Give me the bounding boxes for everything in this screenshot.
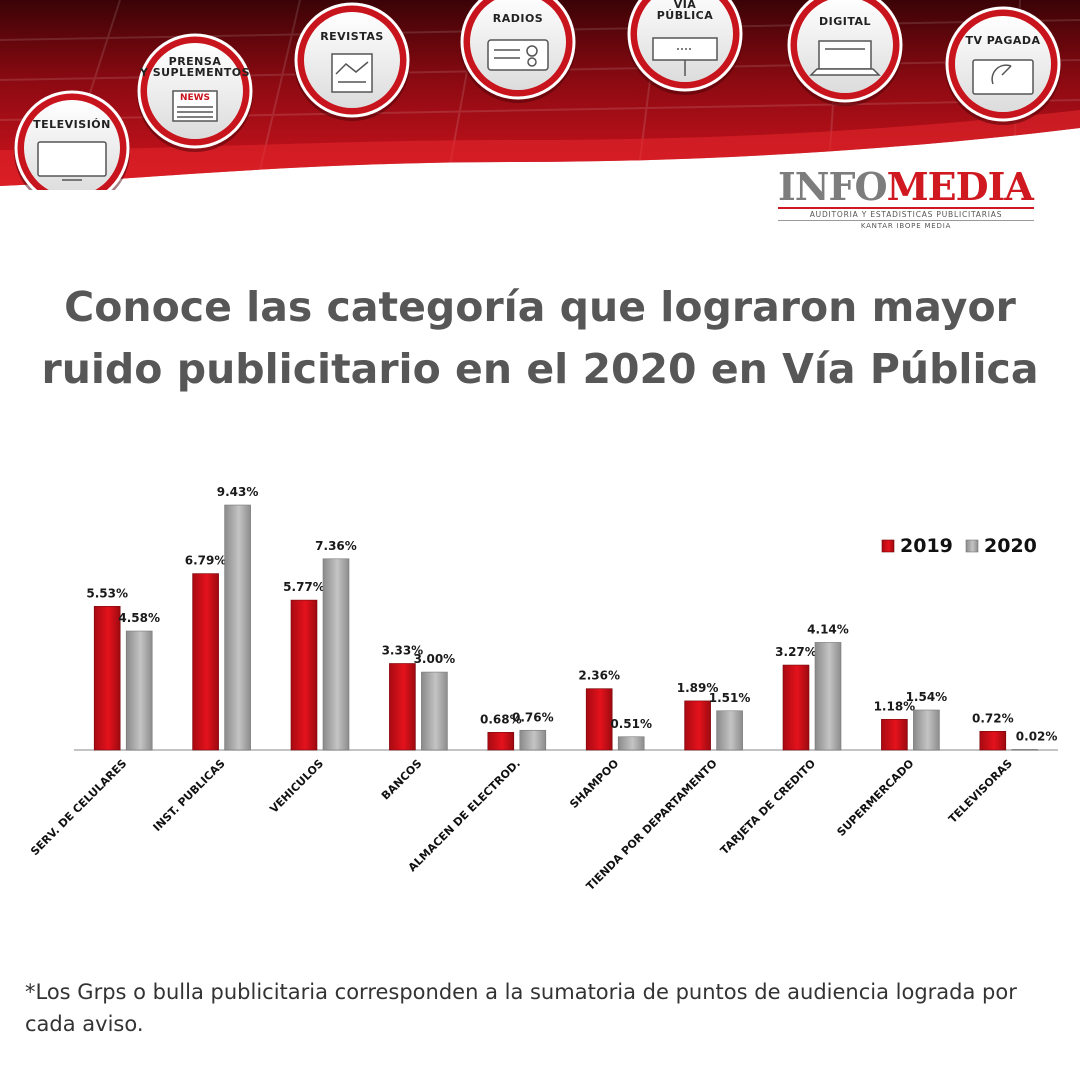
billboard-icon <box>652 37 718 76</box>
data-label-2020: 7.36% <box>315 539 357 553</box>
infomedia-logo: INFOMEDIA AUDITORIA Y ESTADISTICAS PUBLI… <box>778 168 1034 230</box>
data-label-2019: 0.72% <box>972 711 1014 725</box>
news-badge: NEWS <box>180 93 210 103</box>
data-label-2019: 1.18% <box>874 699 916 713</box>
category-label: TELEVISORAS <box>946 757 1015 826</box>
bar-2019-1 <box>93 606 121 751</box>
bar-2019-10 <box>979 730 1007 751</box>
data-label-2020: 0.02% <box>1016 729 1058 743</box>
tv-icon <box>37 141 107 181</box>
bar-2019-2 <box>192 573 219 751</box>
data-label-2019: 5.53% <box>86 586 128 600</box>
legend: 2019 2020 <box>881 535 1037 557</box>
logo-subtitle-kantar: KANTAR IBOPE MEDIA <box>860 222 952 230</box>
category-label: SHAMPOO <box>567 757 621 811</box>
data-label-2019: 2.36% <box>578 669 620 683</box>
media-item-laptop: DIGITAL <box>787 0 903 106</box>
legend-swatch-2019 <box>881 539 895 553</box>
bar-2020-1 <box>125 630 153 751</box>
logo-subtitle: AUDITORIA Y ESTADISTICAS PUBLICITARIAS <box>778 207 1034 221</box>
logo-brand-media: MEDIA <box>886 164 1034 209</box>
media-label: Y SUPLEMENTOS <box>139 66 250 79</box>
bar-2020-2 <box>224 504 251 751</box>
laptop-icon <box>809 40 881 76</box>
bar-2020-9 <box>913 709 940 751</box>
bar-2020-6 <box>617 736 645 751</box>
bar-2020-10 <box>1011 749 1039 751</box>
media-label: TELEVISIÓN <box>33 118 111 131</box>
category-label: ALMACEN DE ELECTROD. <box>406 757 523 874</box>
page-title: Conoce las categoría que lograron mayor … <box>41 283 1039 393</box>
media-item-radio: RADIOS <box>460 0 576 103</box>
bar-chart: 5.53% 4.58% SERV. DE CELULARES 6.79% 9.43% IN… <box>28 485 1058 893</box>
media-item-satellite-dish: TV PAGADA <box>945 6 1061 125</box>
bar-2020-3 <box>322 558 350 751</box>
data-label-2019: 3.27% <box>775 645 817 659</box>
banner-highlight <box>0 110 1080 186</box>
logo-brand-info: INFO <box>778 164 888 209</box>
data-label-2020: 1.54% <box>906 690 948 704</box>
bar-2019-7 <box>684 700 711 751</box>
magazine-icon <box>331 53 373 93</box>
bar-2019-5 <box>487 732 515 751</box>
data-label-2020: 9.43% <box>217 485 259 499</box>
media-item-magazine: REVISTAS <box>294 2 410 121</box>
legend-label-2019: 2019 <box>900 535 953 557</box>
bar-2020-5 <box>519 729 547 751</box>
satellite-dish-icon <box>972 59 1034 95</box>
data-label-2020: 3.00% <box>414 652 456 666</box>
category-label: SERV. DE CELULARES <box>28 757 129 858</box>
category-label: BANCOS <box>379 757 425 803</box>
media-label: REVISTAS <box>320 30 384 43</box>
media-label: TV PAGADA <box>965 34 1040 47</box>
logo-brand: INFOMEDIA <box>778 168 1034 206</box>
media-item-tv: TELEVISIÓN <box>14 90 130 190</box>
media-label: PÚBLICA <box>657 9 714 22</box>
legend-swatch-2020 <box>965 539 979 553</box>
data-label-2019: 5.77% <box>283 580 325 594</box>
category-label: INST. PUBLICAS <box>151 757 228 834</box>
newspaper-icon: NEWS <box>172 90 218 122</box>
media-label: PRENSA <box>169 55 222 68</box>
bar-2019-4 <box>389 663 416 751</box>
bar-2019-9 <box>881 719 908 751</box>
data-label-2020: 0.51% <box>610 717 652 731</box>
data-label-2020: 4.14% <box>807 622 849 636</box>
data-label-2020: 4.58% <box>118 611 160 625</box>
media-label: DIGITAL <box>819 15 871 28</box>
footnote: *Los Grps o bulla publicitaria correspon… <box>25 980 1017 1036</box>
radio-icon <box>487 39 549 71</box>
bar-2019-3 <box>290 599 318 751</box>
data-label-2020: 0.76% <box>512 710 554 724</box>
data-label-2020: 1.51% <box>709 691 751 705</box>
bar-2020-7 <box>716 710 743 751</box>
bar-2019-8 <box>782 664 810 751</box>
data-label-2019: 6.79% <box>185 554 227 568</box>
bar-2019-6 <box>585 688 613 751</box>
bar-2020-4 <box>421 671 448 751</box>
media-label: VÍA <box>674 0 697 11</box>
media-label: RADIOS <box>493 12 543 25</box>
data-label-2019: 0.68% <box>480 712 522 726</box>
category-label: TARJETA DE CREDITO <box>718 757 818 857</box>
legend-label-2020: 2020 <box>984 535 1037 557</box>
data-label-2019: 3.33% <box>382 643 424 657</box>
category-label: VEHICULOS <box>267 757 326 816</box>
bar-2020-8 <box>814 642 842 751</box>
data-label-2019: 1.89% <box>677 681 719 695</box>
category-label: SUPERMERCADO <box>835 757 917 839</box>
